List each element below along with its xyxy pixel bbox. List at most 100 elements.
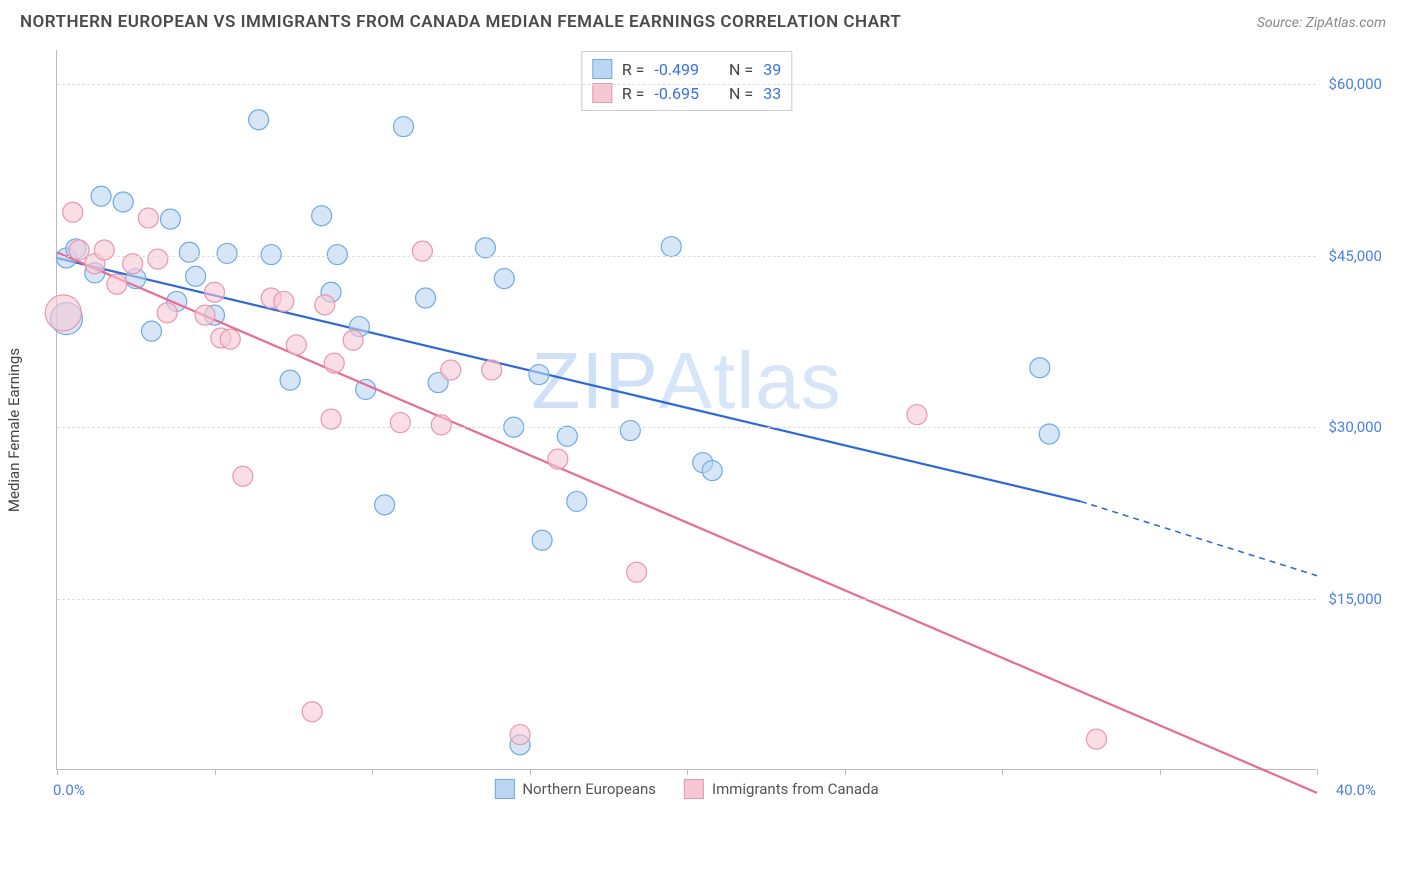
stats-r-label: R =: [622, 60, 645, 79]
legend-label: Immigrants from Canada: [712, 780, 879, 798]
data-point-northern_europeans: [375, 495, 395, 515]
y-tick-label: $30,000: [1328, 418, 1382, 436]
x-tick: [530, 769, 531, 775]
data-point-immigrants_canada: [441, 360, 461, 380]
trend-line-immigrants_canada: [57, 252, 1317, 793]
stats-n-label: N =: [729, 60, 753, 79]
data-point-immigrants_canada: [627, 562, 647, 582]
legend-label: Northern Europeans: [522, 780, 656, 798]
data-point-immigrants_canada: [274, 291, 294, 311]
legend-item: Northern Europeans: [494, 779, 656, 799]
x-tick: [215, 769, 216, 775]
data-point-immigrants_canada: [302, 702, 322, 722]
data-point-immigrants_canada: [431, 415, 451, 435]
bottom-legend: Northern Europeans Immigrants from Canada: [494, 779, 878, 799]
stats-n-value: 39: [763, 60, 781, 79]
data-point-northern_europeans: [91, 186, 111, 206]
data-point-immigrants_canada: [157, 303, 177, 323]
x-tick: [372, 769, 373, 775]
x-tick: [1002, 769, 1003, 775]
x-tick: [687, 769, 688, 775]
data-point-immigrants_canada: [324, 353, 344, 373]
data-point-northern_europeans: [217, 243, 237, 263]
data-point-northern_europeans: [179, 242, 199, 262]
data-point-northern_europeans: [113, 192, 133, 212]
data-point-immigrants_canada: [548, 449, 568, 469]
data-point-immigrants_canada: [94, 240, 114, 260]
plot-svg: [57, 50, 1316, 769]
data-point-immigrants_canada: [195, 305, 215, 325]
data-point-immigrants_canada: [482, 360, 502, 380]
data-point-immigrants_canada: [412, 241, 432, 261]
stats-n-label: N =: [729, 84, 753, 103]
data-point-northern_europeans: [567, 491, 587, 511]
gridline-h: [57, 256, 1316, 257]
data-point-northern_europeans: [394, 117, 414, 137]
stats-r-value: -0.499: [654, 60, 699, 79]
data-point-immigrants_canada: [321, 409, 341, 429]
data-point-immigrants_canada: [63, 202, 83, 222]
stats-swatch: [592, 59, 612, 79]
data-point-northern_europeans: [280, 370, 300, 390]
x-tick: [57, 769, 58, 775]
y-tick-label: $15,000: [1328, 590, 1382, 608]
data-point-northern_europeans: [494, 269, 514, 289]
stats-r-label: R =: [622, 84, 645, 103]
data-point-immigrants_canada: [1087, 729, 1107, 749]
data-point-northern_europeans: [620, 421, 640, 441]
stats-r-value: -0.695: [654, 84, 699, 103]
data-point-immigrants_canada: [315, 295, 335, 315]
data-point-northern_europeans: [160, 209, 180, 229]
stats-n-value: 33: [763, 84, 781, 103]
data-point-immigrants_canada: [123, 254, 143, 274]
data-point-immigrants_canada: [45, 295, 81, 331]
data-point-northern_europeans: [529, 365, 549, 385]
data-point-immigrants_canada: [907, 405, 927, 425]
data-point-northern_europeans: [475, 238, 495, 258]
legend-item: Immigrants from Canada: [684, 779, 879, 799]
data-point-immigrants_canada: [138, 208, 158, 228]
data-point-northern_europeans: [1030, 358, 1050, 378]
data-point-northern_europeans: [312, 206, 332, 226]
data-point-immigrants_canada: [69, 240, 89, 260]
legend-swatch: [684, 779, 704, 799]
gridline-h: [57, 599, 1316, 600]
data-point-northern_europeans: [532, 530, 552, 550]
x-tick: [1160, 769, 1161, 775]
data-point-immigrants_canada: [148, 249, 168, 269]
data-point-northern_europeans: [249, 110, 269, 130]
data-point-immigrants_canada: [233, 466, 253, 486]
data-point-northern_europeans: [416, 288, 436, 308]
x-tick: [1317, 769, 1318, 775]
data-point-immigrants_canada: [390, 413, 410, 433]
data-point-immigrants_canada: [220, 329, 240, 349]
data-point-northern_europeans: [261, 245, 281, 265]
x-tick: [845, 769, 846, 775]
y-axis-label: Median Female Earnings: [5, 348, 23, 512]
data-point-immigrants_canada: [205, 282, 225, 302]
data-point-northern_europeans: [327, 245, 347, 265]
y-tick-label: $45,000: [1328, 247, 1382, 265]
stats-row: R = -0.499 N = 39: [592, 57, 781, 81]
chart-container: Median Female Earnings ZIPAtlas R =-0.49…: [56, 50, 1386, 810]
data-point-northern_europeans: [661, 237, 681, 257]
stats-box: R = -0.499 N = 39 R = -0.695 N = 33: [581, 51, 792, 111]
data-point-northern_europeans: [186, 266, 206, 286]
plot-area: ZIPAtlas R =-0.499N =39R =-0.695N =33 0.…: [56, 50, 1316, 770]
data-point-immigrants_canada: [286, 335, 306, 355]
data-point-immigrants_canada: [343, 330, 363, 350]
stats-swatch: [592, 83, 612, 103]
y-tick-label: $60,000: [1328, 75, 1382, 93]
data-point-northern_europeans: [702, 461, 722, 481]
data-point-immigrants_canada: [510, 725, 530, 745]
x-min-label: 0.0%: [53, 781, 85, 799]
chart-title: NORTHERN EUROPEAN VS IMMIGRANTS FROM CAN…: [20, 12, 901, 32]
trend-line-dash-northern_europeans: [1081, 501, 1317, 575]
legend-swatch: [494, 779, 514, 799]
source-label: Source: ZipAtlas.com: [1257, 15, 1386, 31]
data-point-northern_europeans: [142, 321, 162, 341]
gridline-h: [57, 427, 1316, 428]
data-point-immigrants_canada: [107, 274, 127, 294]
gridline-h: [57, 84, 1316, 85]
x-max-label: 40.0%: [1336, 781, 1376, 799]
